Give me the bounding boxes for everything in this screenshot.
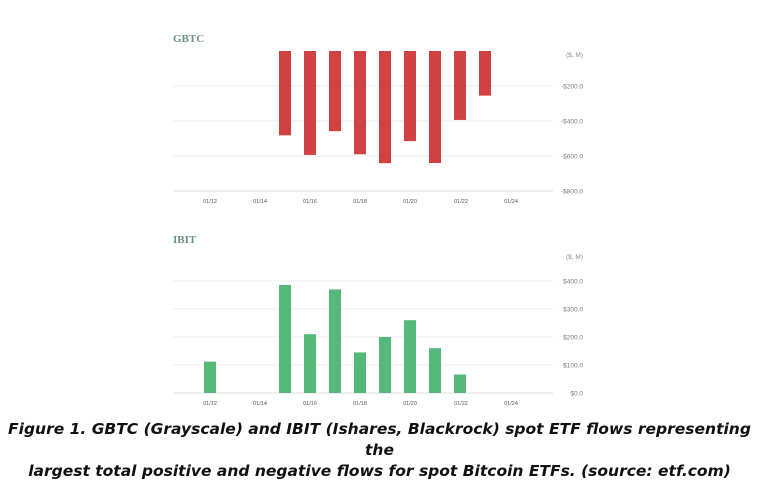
- bar-01-22: [379, 337, 391, 393]
- x-tick-label: 01/22: [454, 401, 468, 407]
- x-tick-label: 01/20: [403, 199, 417, 205]
- y-tick-label: -$600.0: [561, 153, 583, 160]
- bar-01-25: [454, 374, 466, 393]
- x-tick-label: 01/16: [303, 401, 317, 407]
- x-tick-label: 01/16: [303, 199, 317, 205]
- x-tick-label: 01/14: [253, 401, 267, 407]
- x-tick-label: 01/20: [403, 401, 417, 407]
- bar-01-24: [429, 51, 441, 163]
- x-tick-label: 01/18: [353, 401, 367, 407]
- x-tick-label: 01/14: [253, 199, 267, 205]
- x-tick-label: 01/24: [504, 199, 518, 205]
- x-tick-label: 01/12: [203, 401, 217, 407]
- unit-label: ($, M): [566, 52, 583, 59]
- caption-line-1: Figure 1. GBTC (Grayscale) and IBIT (Ish…: [8, 420, 751, 459]
- y-tick-label: $0.0: [570, 390, 583, 397]
- y-tick-label: -$800.0: [561, 188, 583, 195]
- bar-01-11: [204, 361, 216, 393]
- bar-01-25: [454, 51, 466, 120]
- bar-01-16: [279, 51, 291, 136]
- y-tick-label: -$200.0: [561, 83, 583, 90]
- etf-flow-charts: GBTC ($, M) -$800.0 -$600.0 -$400.0 -$200.0 01…: [173, 33, 583, 407]
- bar-01-16: [279, 284, 291, 393]
- bar-01-24: [429, 348, 441, 393]
- y-tick-label: -$400.0: [561, 118, 583, 125]
- bar-01-23: [404, 320, 416, 393]
- bar-01-18: [329, 51, 341, 132]
- x-tick-label: 01/18: [353, 199, 367, 205]
- unit-label: ($, M): [566, 254, 583, 261]
- gbtc-chart: GBTC ($, M) -$800.0 -$600.0 -$400.0 -$200.0 01…: [173, 33, 583, 205]
- bar-01-17: [304, 334, 316, 393]
- chart-title: GBTC: [173, 33, 204, 45]
- bar-01-17: [304, 51, 316, 155]
- figure-caption: Figure 1. GBTC (Grayscale) and IBIT (Ish…: [0, 419, 759, 482]
- bar-01-18: [329, 289, 341, 393]
- bar-01-23: [404, 51, 416, 142]
- x-tick-label: 01/22: [454, 199, 468, 205]
- x-tick-label: 01/24: [504, 401, 518, 407]
- caption-line-2: largest total positive and negative flow…: [28, 462, 731, 480]
- y-tick-label: $100.0: [563, 362, 583, 369]
- bar-01-19: [354, 51, 366, 155]
- chart-title: IBIT: [173, 234, 197, 246]
- y-tick-label: $200.0: [563, 334, 583, 341]
- y-tick-label: $300.0: [563, 306, 583, 313]
- bar-01-22: [379, 51, 391, 164]
- x-tick-label: 01/12: [203, 199, 217, 205]
- ibit-chart: IBIT ($, M) $0.0 $100.0 $200.0 $300.0 $400.0 01…: [173, 234, 583, 407]
- y-tick-label: $400.0: [563, 278, 583, 285]
- bar-01-26: [479, 51, 491, 96]
- bar-01-19: [354, 352, 366, 393]
